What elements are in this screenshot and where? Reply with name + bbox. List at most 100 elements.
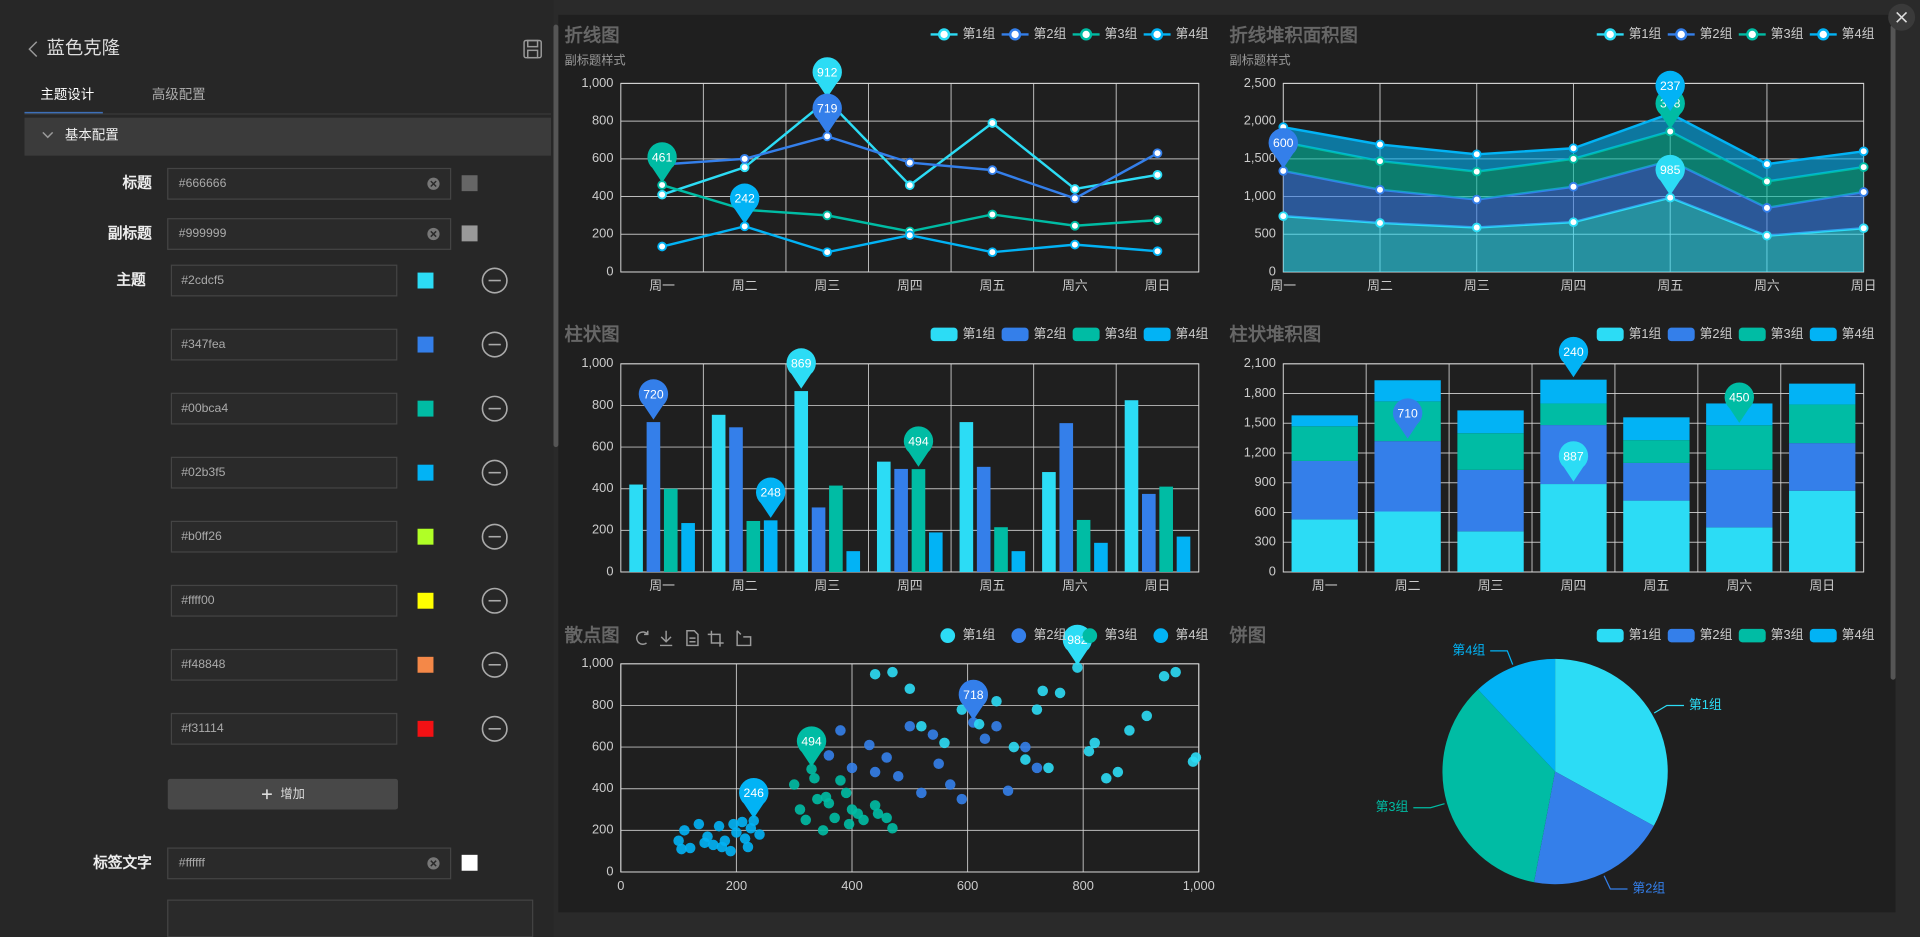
bar	[928, 532, 943, 572]
input-box[interactable]	[170, 456, 398, 489]
section-bar[interactable]	[24, 117, 552, 156]
input-box[interactable]	[167, 218, 452, 250]
input-value: #f31114	[181, 721, 224, 735]
legend-label[interactable]: 第4组	[1842, 26, 1875, 41]
legend-icon	[1143, 327, 1171, 342]
data-point	[1152, 148, 1163, 159]
tab[interactable]: 主题设计	[40, 87, 94, 102]
legend-label[interactable]: 第3组	[1104, 26, 1137, 41]
legend-label[interactable]: 第4组	[1176, 26, 1209, 41]
input-box[interactable]	[167, 899, 534, 937]
legend-label[interactable]: 第1组	[1629, 627, 1662, 642]
legend-label[interactable]: 第1组	[962, 627, 995, 642]
legend-label[interactable]: 第4组	[1176, 326, 1209, 341]
toolbox[interactable]	[636, 630, 752, 647]
input-box[interactable]	[170, 584, 398, 617]
remove-button[interactable]	[481, 459, 508, 486]
input-box[interactable]	[170, 392, 398, 425]
add-button[interactable]	[167, 778, 398, 810]
y-tick-label: 0	[606, 863, 613, 878]
legend-label[interactable]: 第2组	[1033, 326, 1066, 341]
x-tick-label: 0	[617, 878, 624, 893]
legend-label[interactable]: 第3组	[1771, 26, 1804, 41]
data-point	[822, 210, 833, 221]
data-point	[822, 247, 833, 258]
scatter-point	[800, 814, 812, 826]
input-value: #347fea	[181, 337, 225, 351]
legend-label[interactable]: 第3组	[1104, 627, 1137, 642]
max-pin	[739, 777, 769, 819]
x-tick-label: 周一	[649, 278, 675, 293]
scatter-point	[1031, 762, 1043, 774]
tab[interactable]: 高级配置	[152, 86, 206, 102]
max-pin	[812, 93, 842, 134]
scatter-point	[973, 718, 985, 730]
x-tick-label: 1,000	[1183, 878, 1215, 893]
scatter-point	[1112, 766, 1124, 778]
data-point	[904, 180, 915, 191]
y-tick-label: 800	[592, 113, 613, 128]
bar	[1374, 441, 1441, 512]
input-box[interactable]	[167, 167, 452, 200]
scatter-point	[1031, 704, 1043, 715]
back-icon[interactable]	[28, 41, 38, 57]
legend-icon	[940, 628, 956, 643]
input-box[interactable]	[170, 648, 398, 681]
y-tick-label: 1,000	[581, 655, 613, 670]
scatter-point	[927, 729, 939, 740]
close-button[interactable]	[1888, 3, 1916, 31]
input-box[interactable]	[167, 847, 452, 880]
legend-label[interactable]: 第2组	[1033, 26, 1066, 41]
legend-label[interactable]: 第2组	[1700, 26, 1733, 41]
max-pin	[647, 142, 677, 183]
legend-label[interactable]: 第3组	[1104, 326, 1137, 341]
save-icon[interactable]	[523, 39, 542, 59]
remove-button[interactable]	[481, 523, 508, 550]
scatter-point	[754, 829, 765, 840]
remove-button[interactable]	[481, 715, 508, 742]
input-box[interactable]	[170, 328, 398, 361]
plot-frame	[620, 363, 1200, 573]
legend-label[interactable]: 第3组	[1771, 627, 1804, 642]
scatter-point	[864, 739, 875, 751]
data-point	[1762, 176, 1772, 187]
legend-label[interactable]: 第1组	[1629, 26, 1662, 41]
scatter-point	[872, 808, 884, 819]
legend-label[interactable]: 第3组	[1771, 326, 1804, 341]
input-box[interactable]	[170, 264, 398, 297]
legend-label[interactable]: 第4组	[1176, 627, 1209, 642]
y-tick-label: 2,500	[1244, 75, 1276, 90]
legend-label[interactable]: 第4组	[1842, 326, 1875, 341]
remove-button[interactable]	[481, 587, 508, 614]
legend-label[interactable]: 第2组	[1700, 627, 1733, 642]
input-value: #b0ff26	[181, 529, 222, 543]
legend-label[interactable]: 第2组	[1700, 326, 1733, 341]
remove-button[interactable]	[481, 267, 508, 294]
data-point	[1568, 217, 1579, 228]
max-pin-label: 718	[963, 688, 984, 702]
legend-label[interactable]: 第1组	[962, 26, 995, 41]
legend-label[interactable]: 第1组	[962, 326, 995, 341]
scatter-point	[817, 825, 829, 836]
bar	[663, 488, 678, 572]
data-point	[987, 118, 998, 128]
remove-button[interactable]	[481, 395, 508, 422]
x-tick-label: 周一	[1312, 578, 1338, 593]
input-box[interactable]	[170, 520, 398, 553]
remove-button[interactable]	[481, 651, 508, 678]
remove-button[interactable]	[481, 331, 508, 358]
legend-label[interactable]: 第2组	[1033, 627, 1066, 642]
max-pin-label: 248	[760, 486, 781, 500]
legend-label[interactable]: 第1组	[1629, 326, 1662, 341]
bar	[1623, 417, 1690, 441]
data-point	[739, 162, 750, 173]
legend-label[interactable]: 第4组	[1842, 627, 1875, 642]
data-point	[1278, 211, 1289, 221]
max-pin-label: 494	[908, 434, 929, 448]
input-box[interactable]	[170, 712, 398, 745]
pie-label: 第2组	[1632, 880, 1665, 895]
scatter-point	[869, 766, 881, 778]
bar	[1540, 484, 1607, 572]
y-tick-label: 600	[592, 150, 613, 165]
bar	[1076, 519, 1091, 572]
